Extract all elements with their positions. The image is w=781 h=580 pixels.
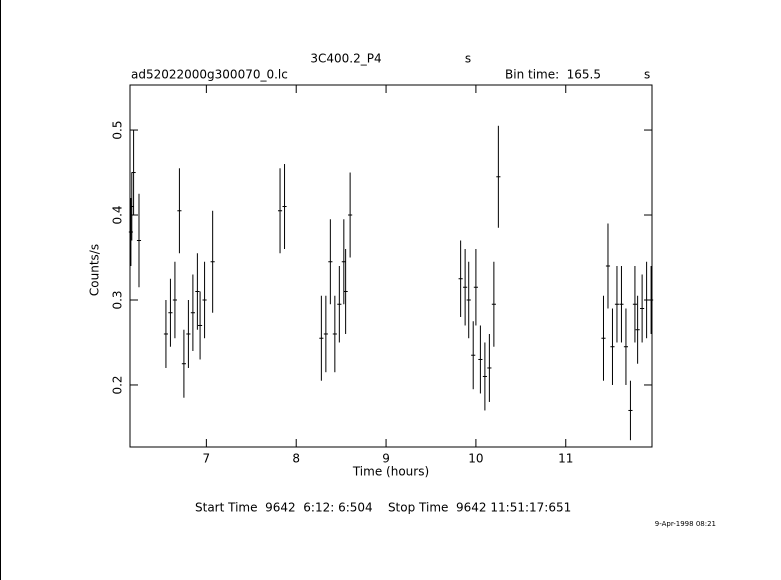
- x-tick-label: 10: [468, 452, 483, 466]
- y-tick-label: 0.4: [111, 205, 125, 224]
- y-tick-label: 0.2: [111, 375, 125, 394]
- x-tick-label: 9: [382, 452, 390, 466]
- y-tick-label: 0.3: [111, 290, 125, 309]
- bin-time-label: Bin time:: [505, 68, 559, 82]
- plot-frame: [129, 84, 653, 448]
- x-tick-label: 11: [558, 452, 573, 466]
- footer: Start Time 9642 6:12: 6:504 Stop Time 96…: [195, 501, 571, 515]
- subtitle: ad52022000g300070_0.lc: [131, 68, 288, 82]
- bin-time-unit: s: [644, 68, 650, 82]
- chart-title: 3C400.2_P4: [310, 52, 381, 66]
- y-tick-label: 0.5: [111, 120, 125, 139]
- bin-time: 165.5: [567, 68, 601, 82]
- title-unit: s: [465, 52, 471, 66]
- y-axis-label: Counts/s: [88, 244, 102, 296]
- x-tick-label: 7: [203, 452, 211, 466]
- date: 9-Apr-1998 08:21: [655, 520, 716, 528]
- x-axis-label: Time (hours): [352, 465, 429, 479]
- x-tick-label: 8: [292, 452, 300, 466]
